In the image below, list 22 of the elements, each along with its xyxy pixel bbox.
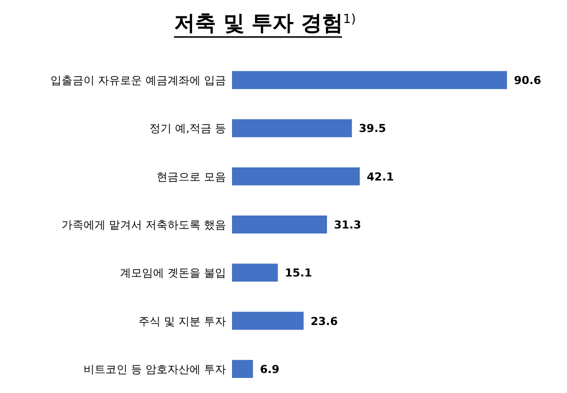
y-tick-label: 현금으로 모음 xyxy=(156,170,226,184)
y-tick-label: 주식 및 지분 투자 xyxy=(138,314,226,328)
data-label: 23.6 xyxy=(310,314,338,328)
data-label: 90.6 xyxy=(514,74,542,88)
chart-title: 저축 및 투자 경험$^{1)}$ xyxy=(174,10,356,35)
bar xyxy=(232,360,253,378)
data-label: 15.1 xyxy=(284,266,312,280)
bar xyxy=(232,119,352,138)
y-tick-label: 비트코인 등 암호자산에 투자 xyxy=(84,362,226,376)
bar xyxy=(232,71,507,90)
bar xyxy=(232,264,278,282)
bar xyxy=(232,167,360,186)
data-label: 6.9 xyxy=(260,362,280,376)
y-tick-label: 가족에게 맡겨서 저축하도록 했음 xyxy=(62,218,226,232)
bar xyxy=(232,216,328,234)
bar xyxy=(232,312,304,330)
data-label: 42.1 xyxy=(366,170,394,184)
y-tick-label: 입출금이 자유로운 예금계좌에 입금 xyxy=(50,74,226,88)
y-tick-label: 계모임에 곗돈을 불입 xyxy=(120,266,226,280)
y-tick-label: 정기 예,적금 등 xyxy=(150,122,226,136)
data-label: 39.5 xyxy=(358,122,386,136)
data-label: 31.3 xyxy=(334,218,362,232)
